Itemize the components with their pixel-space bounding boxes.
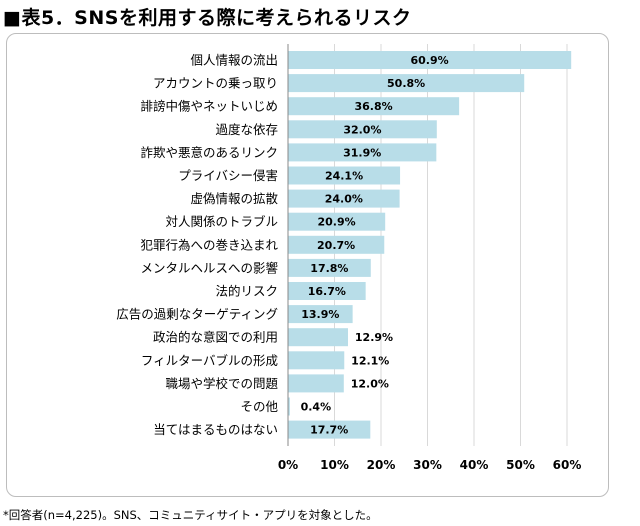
category-label: フィルターバブルの形成 xyxy=(141,353,278,368)
footnote: *回答者(n=4,225)。SNS、コミュニティサイト・アプリを対象とした。 xyxy=(3,508,378,522)
bar xyxy=(288,420,371,439)
bar xyxy=(288,305,353,324)
category-label: 職場や学校での問題 xyxy=(165,376,278,391)
category-label: 広告の過剰なターゲティング xyxy=(116,307,278,322)
value-label: 24.1% xyxy=(325,170,363,183)
bar xyxy=(288,212,386,231)
category-label: 犯罪行為への巻き込まれ xyxy=(140,237,278,252)
category-label: 対人関係のトラブル xyxy=(165,214,278,229)
bar xyxy=(288,143,437,162)
category-label: アカウントの乗っ取り xyxy=(153,76,278,91)
category-label: 法的リスク xyxy=(215,284,278,299)
bar xyxy=(288,258,371,277)
value-label: 36.8% xyxy=(354,100,392,113)
value-label: 12.0% xyxy=(351,377,389,390)
bar xyxy=(288,397,290,416)
bar xyxy=(288,189,400,208)
value-label: 16.7% xyxy=(308,285,346,298)
bar xyxy=(288,351,345,370)
bar xyxy=(288,374,344,393)
bar xyxy=(288,235,385,254)
category-label: メンタルヘルスへの影響 xyxy=(140,260,278,275)
bar xyxy=(288,282,366,300)
value-label: 31.9% xyxy=(343,146,381,159)
value-label: 12.1% xyxy=(351,354,389,367)
value-label: 24.0% xyxy=(325,193,363,206)
value-label: 12.9% xyxy=(355,331,393,344)
chart-title: ■表5．SNSを利用する際に考えられるリスク xyxy=(3,7,412,29)
bar xyxy=(288,74,525,93)
value-label: 32.0% xyxy=(343,123,381,136)
bar xyxy=(288,328,348,347)
category-label: 詐欺や悪意のあるリンク xyxy=(140,145,278,160)
category-label: 当てはまるものはない xyxy=(153,422,278,437)
value-label: 60.9% xyxy=(411,54,449,67)
category-label: 政治的な意図での利用 xyxy=(153,330,278,345)
category-label: 過度な依存 xyxy=(215,122,278,137)
bar xyxy=(288,166,401,185)
x-tick-label: 30% xyxy=(413,458,442,472)
x-tick-label: 0% xyxy=(278,458,298,472)
x-tick-label: 10% xyxy=(320,458,349,472)
category-label: その他 xyxy=(240,399,278,414)
value-label: 20.9% xyxy=(318,216,356,229)
chart-frame xyxy=(6,33,609,497)
value-label: 17.8% xyxy=(310,262,348,275)
category-label: 虚偽情報の拡散 xyxy=(190,191,278,206)
value-label: 50.8% xyxy=(387,77,425,90)
x-tick-label: 20% xyxy=(367,458,396,472)
bar xyxy=(288,120,437,139)
value-label: 13.9% xyxy=(301,308,339,321)
category-label: 個人情報の流出 xyxy=(190,53,278,68)
category-label: プライバシー侵害 xyxy=(178,168,278,183)
value-label: 0.4% xyxy=(301,401,332,414)
value-label: 20.7% xyxy=(317,239,355,252)
bar xyxy=(288,51,572,69)
x-tick-label: 40% xyxy=(460,458,489,472)
x-tick-label: 50% xyxy=(506,458,535,472)
value-label: 17.7% xyxy=(310,424,348,437)
category-label: 誹謗中傷やネットいじめ xyxy=(140,99,278,114)
x-tick-label: 60% xyxy=(553,458,582,472)
bar xyxy=(288,97,460,116)
